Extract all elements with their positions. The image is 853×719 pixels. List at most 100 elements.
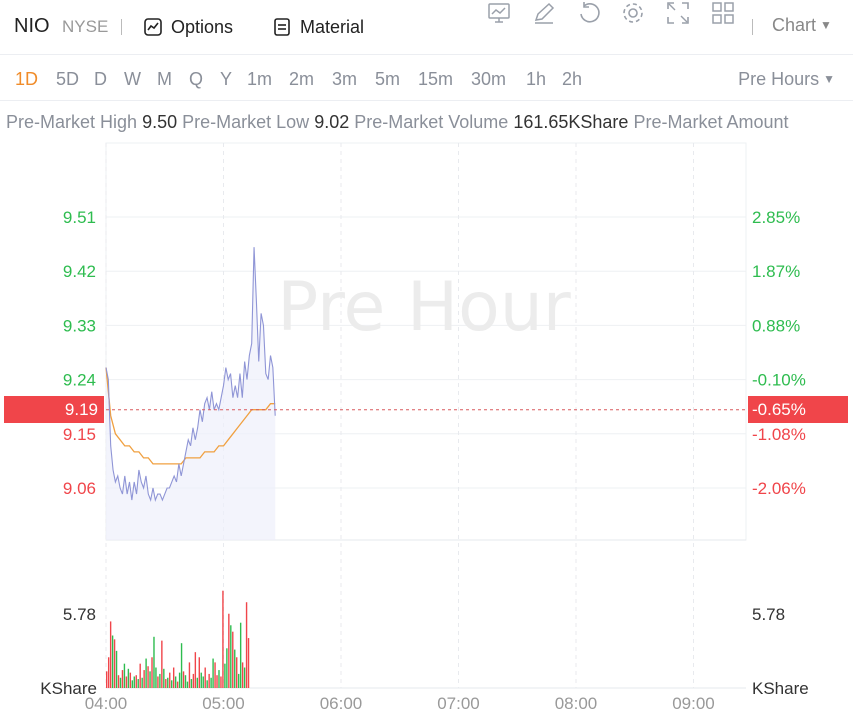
settings-icon[interactable] bbox=[620, 0, 646, 26]
volume-bar bbox=[192, 673, 195, 688]
volume-bar bbox=[149, 671, 151, 688]
percent-tick-label: 0.88% bbox=[752, 316, 800, 335]
time-tick-label: 07:00 bbox=[437, 694, 480, 713]
volume-bar bbox=[123, 663, 126, 688]
volume-value: 161.65KShare bbox=[513, 112, 629, 132]
divider bbox=[121, 19, 122, 35]
volume-tick-left: 5.78 bbox=[63, 605, 96, 624]
price-tick-label: 9.06 bbox=[63, 479, 96, 498]
volume-bar bbox=[169, 672, 171, 688]
period-tab-d[interactable]: D bbox=[94, 69, 107, 89]
material-label: Material bbox=[300, 16, 365, 37]
period-tab-w[interactable]: W bbox=[124, 69, 141, 89]
volume-bar bbox=[232, 631, 234, 688]
volume-bar bbox=[236, 657, 238, 688]
high-value: 9.50 bbox=[142, 112, 178, 132]
volume-bar bbox=[180, 643, 183, 688]
volume-bar bbox=[159, 673, 161, 688]
time-tick-label: 05:00 bbox=[202, 694, 245, 713]
volume-bar bbox=[153, 636, 155, 688]
volume-bar bbox=[106, 671, 108, 688]
volume-bar bbox=[139, 663, 141, 688]
options-label: Options bbox=[171, 16, 234, 37]
volume-bar bbox=[220, 676, 222, 688]
layout-icon[interactable] bbox=[710, 0, 736, 26]
refresh-icon[interactable] bbox=[576, 0, 602, 26]
percent-tick-label: -0.10% bbox=[752, 371, 806, 390]
volume-bar bbox=[210, 677, 212, 688]
time-axis: 04:00 05:00 06:00 07:00 08:00 09:00 bbox=[85, 694, 715, 713]
volume-bar bbox=[115, 650, 118, 688]
compare-icon[interactable] bbox=[486, 0, 512, 26]
low-value: 9.02 bbox=[314, 112, 350, 132]
period-tab-30m[interactable]: 30m bbox=[471, 69, 507, 89]
volume-bar bbox=[196, 677, 199, 688]
volume-bar bbox=[111, 635, 114, 688]
ticker-symbol: NIO bbox=[14, 15, 50, 37]
time-tick-label: 09:00 bbox=[672, 694, 715, 713]
volume-bar bbox=[119, 677, 122, 688]
price-tick-label: 9.51 bbox=[63, 208, 96, 227]
volume-bar bbox=[188, 662, 191, 688]
period-tab-2h[interactable]: 2h bbox=[562, 69, 583, 89]
volume-bar bbox=[141, 677, 143, 688]
period-tab-m[interactable]: M bbox=[157, 69, 172, 89]
session-select[interactable]: Pre Hours ▼ bbox=[738, 69, 835, 90]
volume-bar bbox=[198, 657, 200, 688]
period-tab-5d[interactable]: 5D bbox=[56, 69, 80, 89]
period-tab-y[interactable]: Y bbox=[220, 69, 233, 89]
volume-bar bbox=[212, 658, 214, 688]
volume-bar bbox=[239, 622, 242, 688]
volume-bar bbox=[206, 680, 208, 688]
period-tab-15m[interactable]: 15m bbox=[418, 69, 454, 89]
volume-bar bbox=[182, 671, 185, 688]
period-tab-3m[interactable]: 3m bbox=[332, 69, 358, 89]
volume-bar bbox=[121, 670, 124, 688]
volume-bar bbox=[117, 675, 120, 688]
volume-bar bbox=[216, 675, 218, 688]
volume-tick-right: 5.78 bbox=[752, 605, 785, 624]
high-label: Pre-Market High bbox=[6, 112, 138, 132]
fullscreen-icon[interactable] bbox=[665, 0, 691, 26]
volume-bar bbox=[186, 681, 189, 688]
period-tab-1d[interactable]: 1D bbox=[15, 69, 39, 89]
exchange-label: NYSE bbox=[62, 17, 109, 36]
volume-bar bbox=[224, 663, 226, 688]
volume-bar bbox=[135, 675, 137, 688]
volume-bar bbox=[107, 657, 110, 688]
volume-bar bbox=[133, 676, 135, 688]
amount-label: Pre-Market Amount bbox=[633, 112, 789, 132]
draw-icon[interactable] bbox=[531, 0, 557, 26]
period-tab-5m[interactable]: 5m bbox=[375, 69, 401, 89]
period-tabs: 1D 5D D W M Q Y 1m 2m 3m 5m 15m 30m 1h 2… bbox=[0, 56, 853, 101]
chart-type-select[interactable]: Chart ▼ bbox=[772, 15, 832, 36]
caret-down-icon: ▼ bbox=[823, 72, 835, 86]
options-button[interactable]: Options bbox=[143, 14, 233, 40]
volume-bar bbox=[200, 672, 202, 688]
volume-bar bbox=[143, 670, 145, 688]
caret-down-icon: ▼ bbox=[820, 18, 832, 32]
time-tick-label: 06:00 bbox=[320, 694, 363, 713]
ref-pct-label: -0.65% bbox=[752, 400, 806, 419]
volume-bar bbox=[145, 658, 147, 688]
ref-price-badge bbox=[4, 396, 104, 423]
volume-bar bbox=[165, 679, 167, 688]
volume-bar bbox=[194, 652, 197, 688]
volume-bar bbox=[202, 676, 204, 688]
average-price-line bbox=[105, 367, 276, 465]
period-tab-1h[interactable]: 1h bbox=[526, 69, 547, 89]
price-line bbox=[105, 247, 276, 503]
period-tab-1m[interactable]: 1m bbox=[247, 69, 273, 89]
volume-bar bbox=[113, 639, 116, 688]
price-tick-label: 9.24 bbox=[63, 371, 96, 390]
volume-bar bbox=[218, 670, 220, 688]
volume-bar bbox=[129, 672, 132, 688]
period-tab-2m[interactable]: 2m bbox=[289, 69, 315, 89]
period-tab-q[interactable]: Q bbox=[189, 69, 204, 89]
volume-unit-left: KShare bbox=[40, 679, 97, 698]
volume-bar bbox=[147, 666, 149, 688]
volume-bar bbox=[171, 680, 173, 688]
volume-bar bbox=[241, 662, 244, 688]
material-button[interactable]: Material bbox=[272, 14, 364, 40]
